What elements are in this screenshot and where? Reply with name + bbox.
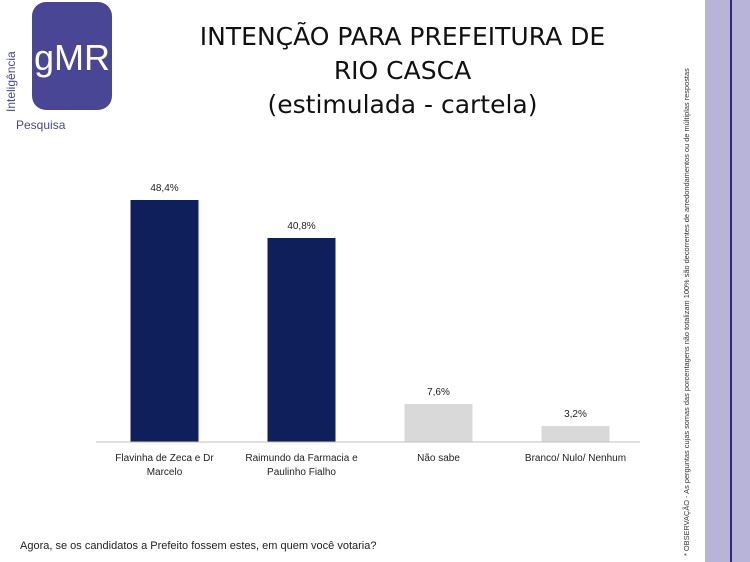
bar-1 [267,238,336,442]
side-band [705,0,750,562]
gmr-logo: gMR Inteligência Pesquisa [0,0,118,136]
category-label-1-0: Raimundo da Farmacia e [245,453,358,464]
category-label-0-0: Flavinha de Zeca e Dr [115,453,214,464]
bar-chart: 48,4% Flavinha de Zeca e Dr Marcelo 40,8% Ra… [96,183,640,478]
value-label-0: 48,4% [150,183,178,194]
logo-brand: gMR [34,37,110,78]
category-label-3-0: Branco/ Nulo/ Nenhum [525,453,626,464]
logo-square [32,2,112,110]
bar-3 [541,426,610,442]
title-line-3: (estimulada - cartela) [267,90,538,119]
bar-0 [130,200,199,442]
title-line-1: INTENÇÃO PARA PREFEITURA DE [199,22,606,51]
category-label-0-1: Marcelo [147,467,183,478]
page-title: INTENÇÃO PARA PREFEITURA DE RIO CASCA (e… [160,20,645,122]
value-label-1: 40,8% [287,221,315,232]
logo-sub-text: Pesquisa [16,118,66,132]
footer-question: Agora, se os candidatos a Prefeito fosse… [20,540,377,552]
logo-vertical-text: Inteligência [4,51,18,112]
title-line-2: RIO CASCA [333,56,472,85]
side-band-line [730,0,732,562]
category-label-2-0: Não sabe [417,453,460,464]
value-label-2: 7,6% [427,387,450,398]
category-label-1-1: Paulinho Fialho [267,467,336,478]
value-label-3: 3,2% [564,409,587,420]
bar-2 [404,404,473,442]
